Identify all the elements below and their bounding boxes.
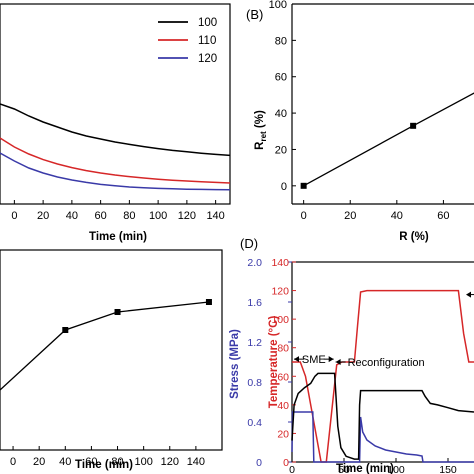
panel-b-xtick-label: 40: [391, 210, 403, 222]
panel-a-xtick-label: 40: [66, 210, 78, 222]
panel-d-left-ylabel: Stress (MPa): [229, 329, 241, 399]
panel-a-xtick-label: 120: [178, 210, 196, 222]
panel-d-right-ytick-label: 100: [271, 314, 289, 326]
panel-b-data-point: [300, 182, 307, 189]
panel-a-series-line: [0, 137, 231, 184]
panel-c-xtick-label: 80: [111, 456, 123, 468]
panel-d-left-ytick-label: 0: [256, 457, 262, 469]
panel-b-ylabel-sub: ret: [259, 131, 268, 142]
panel-a-legend-label: 120: [198, 53, 217, 65]
panel-c-frame: [0, 249, 223, 451]
panel-d-xlabel: Time (min): [336, 463, 394, 474]
panel-c-chart: 0 20 40 60 80 100 120 140: [0, 249, 223, 468]
panel-c-xtick-label: 100: [134, 456, 152, 468]
panel-d-right-ytick-label: 80: [277, 343, 289, 355]
panel-b-ytick-label: 100: [269, 0, 287, 11]
panel-d-right-ytick-label: 40: [277, 400, 289, 412]
panel-b-xlabel: R (%): [399, 231, 429, 243]
panel-d-label: (D): [240, 236, 258, 251]
panel-d-chart: 0 0.4 0.8 1.2 1.6 2.0 0 20 40 60 80 100 120 140 0 50 100…: [247, 257, 474, 474]
panel-b-data-point: [410, 122, 417, 129]
panel-c-xtick-label: 120: [161, 456, 179, 468]
panel-d-right-ytick-label: 20: [277, 428, 289, 440]
panel-a-xtick-label: 0: [11, 210, 17, 222]
panel-b-ytick-label: 80: [275, 35, 287, 47]
panel-b-xtick-label: 60: [437, 210, 449, 222]
panel-d-annotation-arrowhead: [335, 359, 341, 365]
panel-a-legend-label: 110: [198, 35, 216, 47]
panel-b-ytick-label: 0: [281, 181, 287, 193]
panel-a-xtick-label: 140: [206, 210, 224, 222]
panel-d-xtick-label: 150: [439, 464, 457, 474]
panel-d-left-ytick-label: 0.4: [247, 417, 262, 429]
panel-a-xlabel: Time (min): [89, 231, 147, 243]
panel-a-legend-label: 100: [198, 17, 217, 29]
panel-a-frame: [0, 3, 231, 205]
panel-c-data-point: [205, 299, 212, 305]
panel-c-xtick-label: 140: [187, 456, 205, 468]
panel-d-right-ytick-label: 60: [277, 371, 289, 383]
panel-c-xlabel: Time (min): [75, 459, 133, 471]
panel-d-annotation-arrowhead: [328, 356, 334, 363]
panel-b-xtick-label: 20: [344, 210, 356, 222]
panel-d-temperature-tag-arrowhead: [466, 291, 471, 298]
panel-d-annotation-sme: SME: [302, 354, 326, 366]
panel-d-xtick-label: 100: [387, 464, 405, 474]
panel-d-left-ytick-label: 1.2: [247, 337, 262, 349]
panel-d-left-ytick-label: 2.0: [247, 257, 262, 269]
panel-c-xtick-label: 40: [59, 456, 71, 468]
panel-c-xtick-label: 60: [85, 456, 97, 468]
panel-d-series-stress-line: [291, 411, 474, 463]
panel-d-left-ytick-label: 1.6: [247, 297, 262, 309]
panel-d-annotation-reconfiguration: Reconfiguration: [348, 357, 425, 369]
panel-b-ytick-label: 60: [275, 72, 287, 84]
panel-b-chart: 0 20 40 60 80 100 0 20 40 60: [269, 0, 474, 222]
panel-a-xtick-label: 60: [95, 210, 107, 222]
panel-d-xtick-label: 0: [289, 464, 295, 474]
panel-a-chart: 0 20 40 60 80 100 120 140 100 110 120: [0, 3, 231, 222]
panel-c-series-line: [0, 301, 209, 391]
panel-a-series-line: [0, 152, 231, 191]
panel-a-xtick-label: 80: [123, 210, 135, 222]
panel-d-annotation-arrowhead: [294, 356, 299, 363]
panel-d-series-strain-line: [291, 372, 474, 460]
panel-d-xtick-label: 50: [338, 464, 350, 474]
panel-a-series-line: [0, 103, 231, 157]
panel-b-xtick-label: 0: [301, 210, 307, 222]
panel-c-data-point: [114, 309, 121, 315]
panel-c-xtick-label: 20: [33, 456, 45, 468]
panel-b-ylabel: Rret (%): [254, 110, 268, 150]
panel-b-ytick-label: 40: [275, 108, 287, 120]
panel-d-right-ytick-label: 120: [271, 286, 289, 298]
panel-c-data-point: [62, 327, 69, 333]
panel-a-xtick-label: 20: [37, 210, 49, 222]
panel-d-right-ylabel: Temperature (°C): [268, 316, 280, 409]
panel-d-right-ytick-label: 0: [283, 457, 289, 469]
panel-d-right-ytick-label: 140: [271, 257, 289, 269]
svg-text:Rret (%): Rret (%): [254, 110, 268, 150]
panel-d-left-ytick-label: 0.8: [247, 377, 262, 389]
panel-c-xtick-label: 0: [10, 456, 16, 468]
panel-b-label: (B): [246, 7, 263, 22]
panel-a-xtick-label: 100: [149, 210, 167, 222]
panel-b-ylabel-unit: (%): [254, 110, 266, 131]
panel-b-ylabel-main: R: [254, 141, 266, 150]
panel-b-ytick-label: 20: [275, 144, 287, 156]
panel-b-series-line: [303, 92, 474, 187]
